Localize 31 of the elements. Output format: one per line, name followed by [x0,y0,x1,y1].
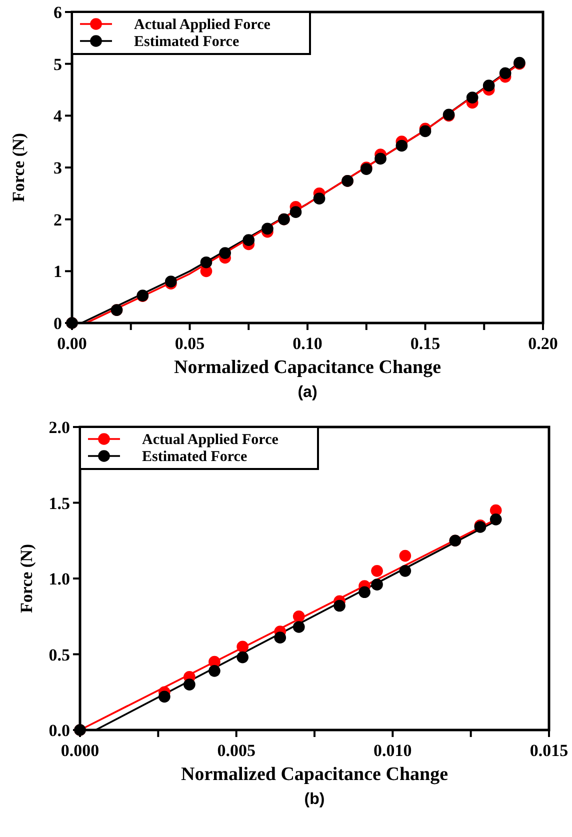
text: (b) [304,791,325,808]
x-tick-label: 0.00 [57,334,87,353]
x-tick-label: 0.005 [217,741,256,760]
x-tick-label: 0.10 [292,334,322,353]
y-tick-label: 0.5 [48,645,70,664]
y-tick-label: 1.5 [48,494,70,513]
y-axis-title: Force (N) [9,132,28,202]
legend-label: Actual Applied Force [134,17,271,33]
y-axis-title: Force (N) [17,544,36,614]
x-axis-title: Normalized Capacitance Change [174,357,442,378]
y-tick-label: 5 [54,54,62,74]
y-tick-label: 3 [54,158,62,178]
y-tick-label: 2.0 [48,418,70,437]
legend-label: Estimated Force [134,34,240,50]
text: (a) [298,384,318,401]
x-tick-label: 0.010 [374,741,412,760]
y-tick-label: 6 [54,3,62,22]
x-tick-label: 0.15 [410,334,440,353]
x-tick-label: 0.20 [528,334,558,353]
y-tick-label: 4 [54,106,62,126]
x-tick-label: 0.015 [530,741,568,760]
x-axis-title: Normalized Capacitance Change [180,764,448,785]
x-tick-label: 0.000 [60,741,100,760]
y-tick-label: 0.0 [48,721,70,740]
legend-label: Actual Applied Force [142,432,279,448]
y-tick-label: 1 [54,262,62,282]
y-tick-label: 1.0 [48,570,70,588]
y-tick-label: 2 [54,210,62,230]
y-tick-label: 0 [54,314,62,333]
legend-label: Estimated Force [142,449,248,465]
x-tick-label: 0.05 [174,334,205,353]
